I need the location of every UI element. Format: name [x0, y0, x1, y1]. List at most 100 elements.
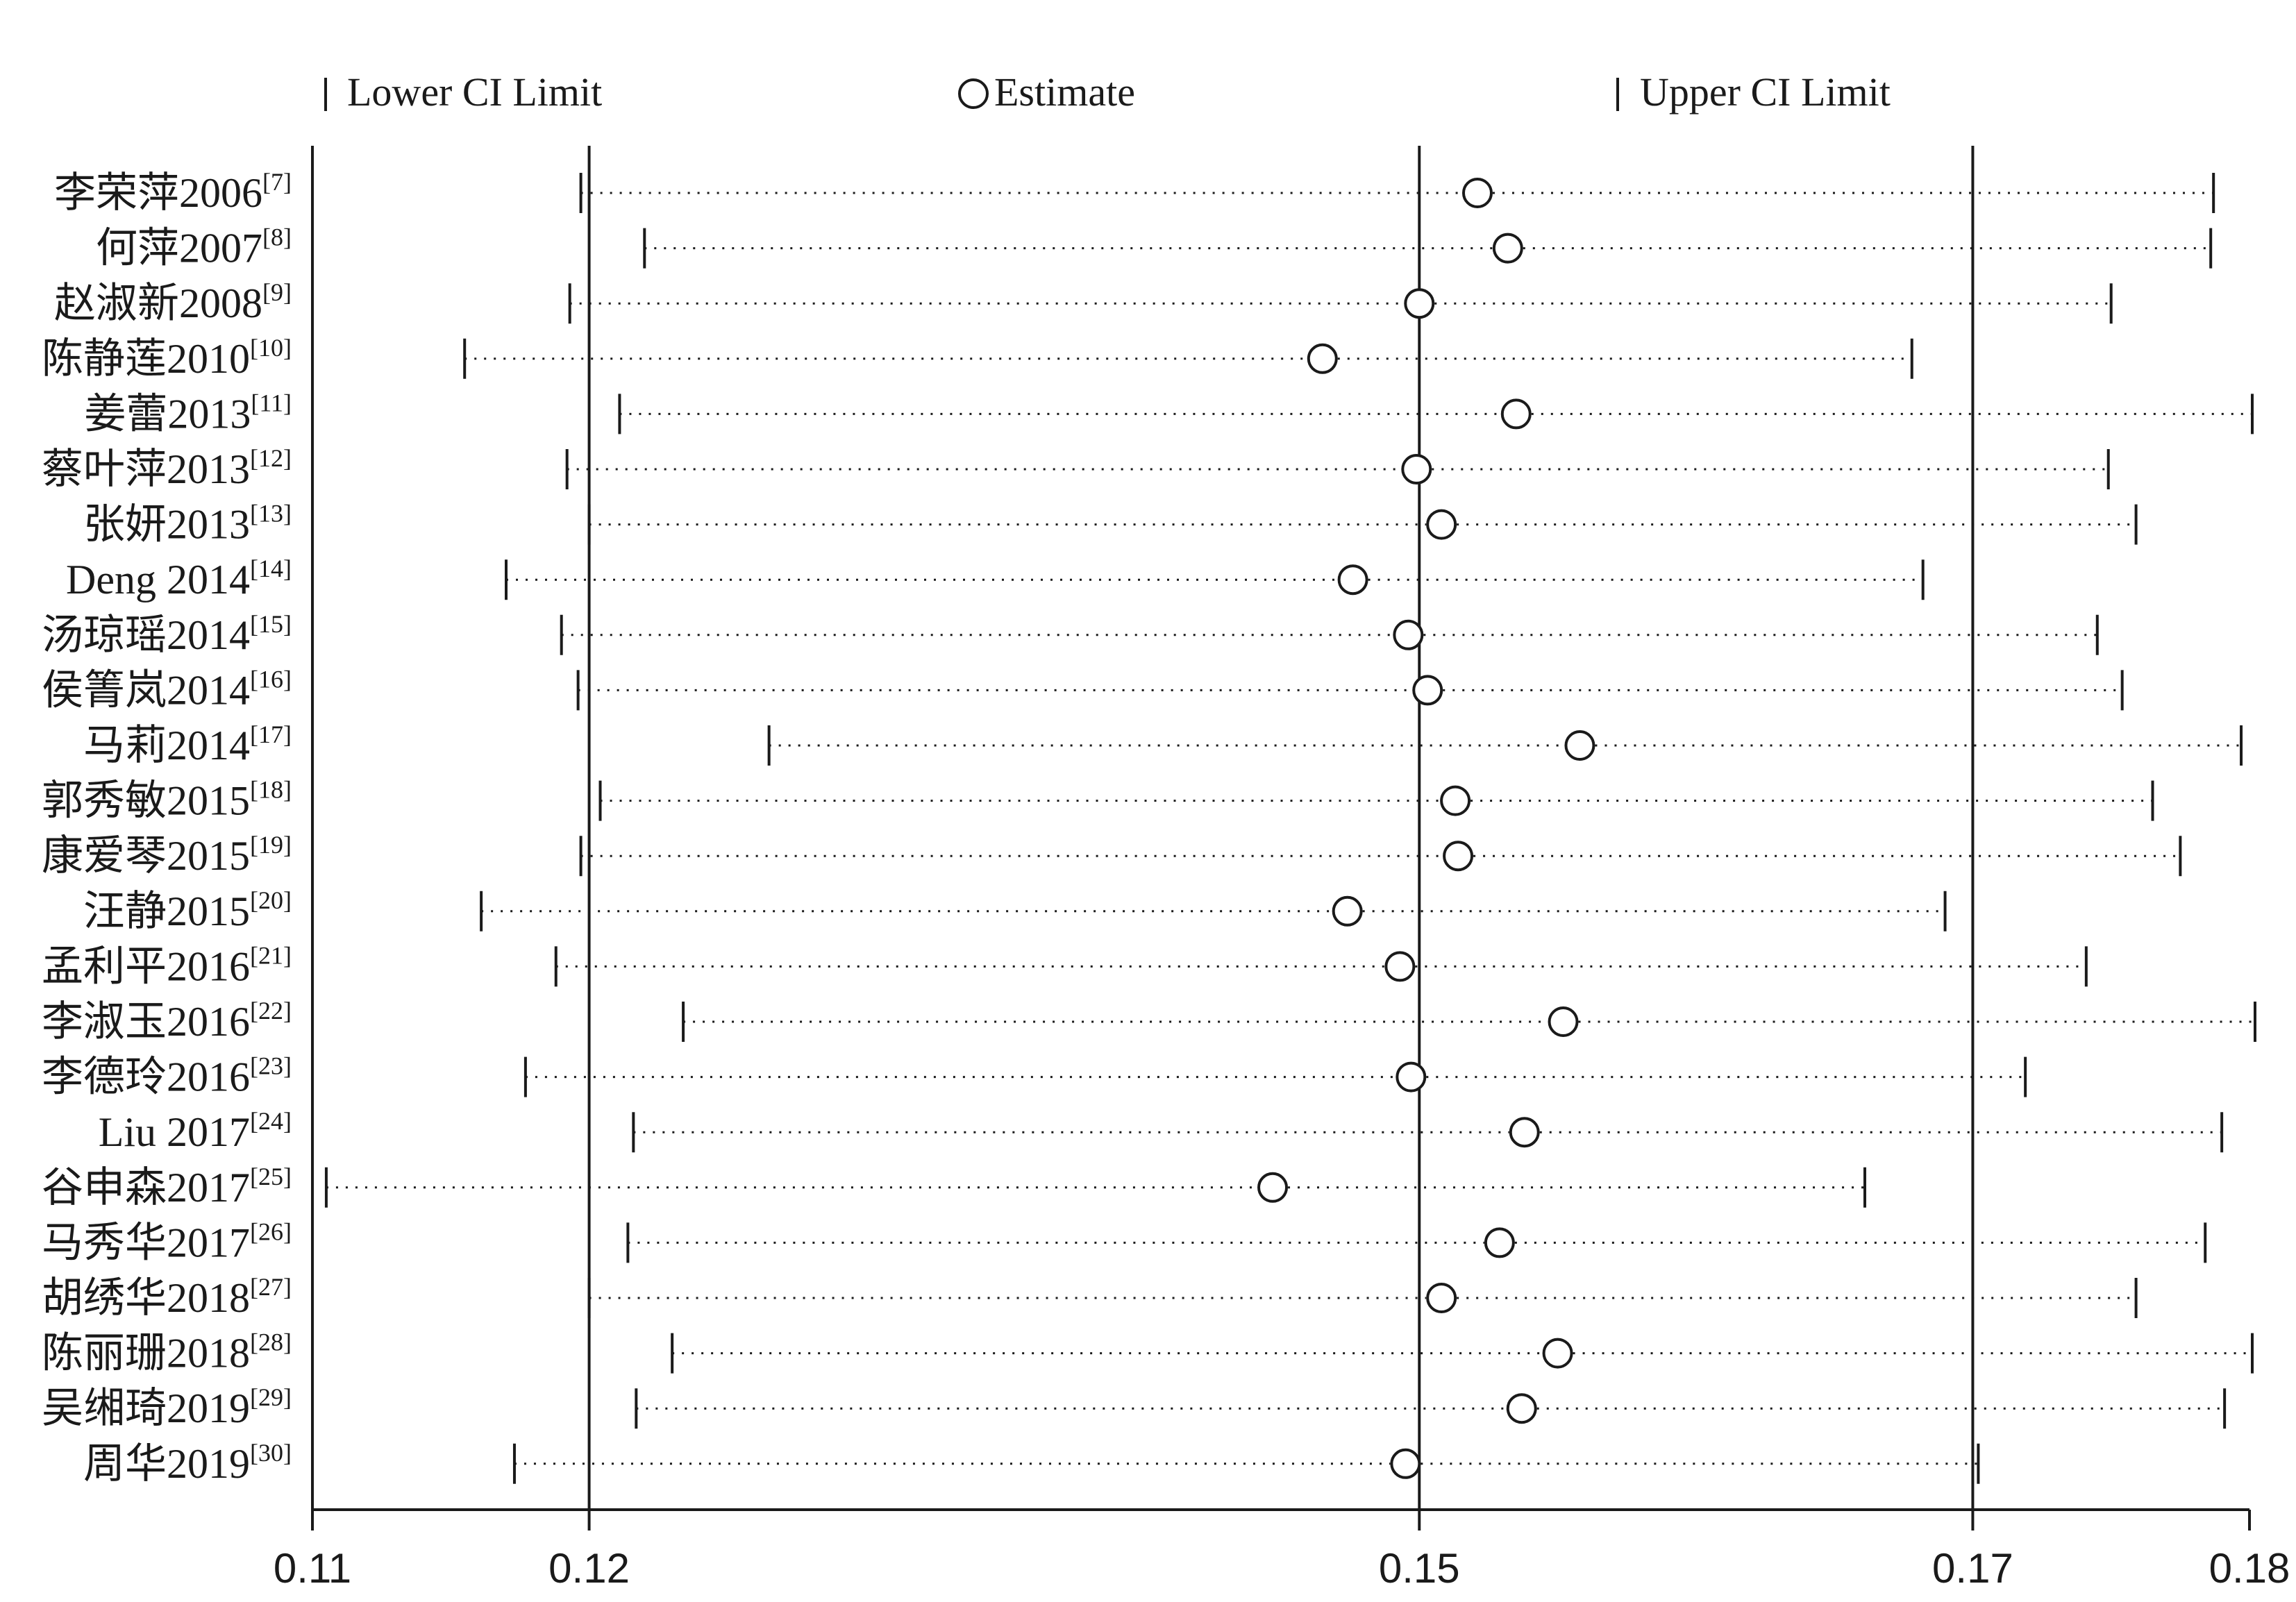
study-name: 陈静莲2010	[42, 336, 250, 382]
study-name: Liu 2017	[99, 1109, 250, 1155]
estimate-marker	[1307, 343, 1338, 374]
study-name: 康爱琴2015	[42, 833, 250, 879]
study-reference: [19]	[250, 831, 292, 859]
estimate-marker	[1257, 1172, 1289, 1203]
study-label: 胡绣华2018[27]	[42, 1273, 292, 1321]
study-label: 郭秀敏2015[18]	[42, 776, 292, 824]
study-reference: [11]	[251, 389, 292, 416]
estimate-marker	[1412, 675, 1443, 706]
study-label: 马莉2014[17]	[83, 720, 292, 768]
study-reference: [23]	[250, 1052, 292, 1080]
estimate-marker	[1548, 1006, 1579, 1037]
study-name: 周华2019	[83, 1441, 250, 1487]
study-label: 吴缃琦2019[29]	[42, 1383, 292, 1431]
estimate-marker	[1484, 1227, 1515, 1258]
estimate-marker	[1337, 564, 1368, 596]
study-row: 吴缃琦2019[29]	[42, 1383, 2227, 1431]
study-name: 汤琼瑶2014	[42, 612, 250, 658]
x-tick-label-0: 0.11	[274, 1545, 351, 1592]
study-row: 马莉2014[17]	[83, 720, 2243, 768]
study-rows: 李荣萍2006[7] 何萍2007[8] 赵淑新2008[9] 陈静莲2010[10]…	[42, 168, 2256, 1487]
study-name: Deng 2014	[66, 557, 250, 602]
study-label: Liu 2017[24]	[99, 1107, 292, 1155]
study-row: 蔡叶萍2013[12]	[42, 444, 2110, 492]
study-name: 李德玲2016	[42, 1054, 250, 1100]
study-row: 胡绣华2018[27]	[42, 1273, 2138, 1321]
x-tick-label-1: 0.12	[548, 1545, 630, 1592]
x-axis: 0.11 0.12 0.15 0.17 0.18	[274, 146, 2290, 1592]
estimate-marker	[1390, 1448, 1421, 1479]
study-name: 侯箐岚2014	[42, 667, 250, 713]
study-name: 赵淑新2008	[54, 280, 262, 326]
estimate-marker	[1426, 509, 1457, 540]
study-label: 张妍2013[13]	[83, 500, 292, 548]
estimate-marker	[1492, 233, 1523, 264]
study-label: 陈丽珊2018[28]	[42, 1329, 292, 1376]
study-reference: [22]	[250, 997, 292, 1025]
study-row: Liu 2017[24]	[99, 1107, 2224, 1155]
study-name: 谷申森2017	[42, 1165, 250, 1211]
study-name: 姜蕾2013	[84, 391, 251, 437]
estimate-marker	[1509, 1117, 1540, 1148]
study-reference: [10]	[250, 334, 292, 362]
estimate-marker	[1461, 178, 1493, 208]
study-reference: [27]	[250, 1273, 292, 1301]
study-name: 郭秀敏2015	[42, 778, 250, 824]
study-reference: [8]	[262, 224, 292, 251]
study-label: 周华2019[30]	[83, 1439, 292, 1487]
study-reference: [16]	[250, 665, 292, 693]
study-reference: [14]	[250, 555, 292, 582]
study-label: 何萍2007[8]	[96, 224, 292, 271]
estimate-marker	[1426, 1283, 1457, 1313]
study-name: 蔡叶萍2013	[42, 446, 250, 492]
estimate-marker	[1396, 1061, 1427, 1093]
study-reference: [28]	[250, 1329, 292, 1356]
study-row: 汤琼瑶2014[15]	[42, 610, 2099, 658]
study-row: 康爱琴2015[19]	[42, 831, 2182, 879]
study-name: 吴缃琦2019	[42, 1385, 250, 1431]
study-row: 何萍2007[8]	[96, 224, 2213, 271]
estimate-marker	[1440, 785, 1471, 816]
study-name: 马秀华2017	[42, 1220, 250, 1265]
estimate-marker	[1401, 454, 1432, 484]
legend-estimate-marker	[958, 78, 989, 109]
study-label: 陈静莲2010[10]	[42, 334, 292, 382]
study-reference: [20]	[250, 886, 292, 914]
study-reference: [18]	[250, 776, 292, 804]
study-row: 谷申森2017[25]	[42, 1163, 1866, 1211]
study-name: 汪静2015	[83, 888, 250, 934]
study-row: 陈丽珊2018[28]	[42, 1329, 2254, 1376]
estimate-marker	[1404, 288, 1435, 319]
estimate-marker	[1500, 398, 1532, 430]
study-reference: [7]	[262, 168, 292, 196]
estimate-marker	[1332, 895, 1363, 927]
study-label: 李淑玉2016[22]	[42, 997, 292, 1045]
study-label: 孟利平2016[21]	[42, 941, 292, 989]
study-reference: [17]	[250, 720, 292, 748]
study-label: 谷申森2017[25]	[42, 1163, 292, 1211]
study-row: 郭秀敏2015[18]	[42, 776, 2154, 824]
study-name: 胡绣华2018	[42, 1275, 250, 1321]
study-row: 马秀华2017[26]	[42, 1217, 2207, 1265]
study-row: 张妍2013[13]	[83, 500, 2138, 548]
study-label: 汪静2015[20]	[83, 886, 292, 934]
study-reference: [21]	[250, 941, 292, 969]
study-name: 张妍2013	[83, 502, 250, 548]
study-row: 李淑玉2016[22]	[42, 997, 2256, 1045]
x-tick-label-3: 0.17	[1932, 1545, 2013, 1592]
study-name: 何萍2007	[96, 226, 262, 271]
study-reference: [25]	[250, 1163, 292, 1190]
study-row: 侯箐岚2014[16]	[42, 665, 2124, 713]
study-row: 李德玲2016[23]	[42, 1052, 2027, 1100]
study-label: 马秀华2017[26]	[42, 1217, 292, 1265]
study-reference: [24]	[250, 1107, 292, 1135]
study-row: 周华2019[30]	[83, 1439, 1980, 1487]
estimate-marker	[1506, 1393, 1537, 1424]
study-label: 侯箐岚2014[16]	[42, 665, 292, 713]
estimate-marker	[1564, 730, 1595, 761]
study-row: 汪静2015[20]	[83, 886, 1947, 934]
study-reference: [12]	[250, 444, 292, 472]
study-row: 李荣萍2006[7]	[54, 168, 2215, 216]
study-label: 康爱琴2015[19]	[42, 831, 292, 879]
study-reference: [29]	[250, 1383, 292, 1411]
